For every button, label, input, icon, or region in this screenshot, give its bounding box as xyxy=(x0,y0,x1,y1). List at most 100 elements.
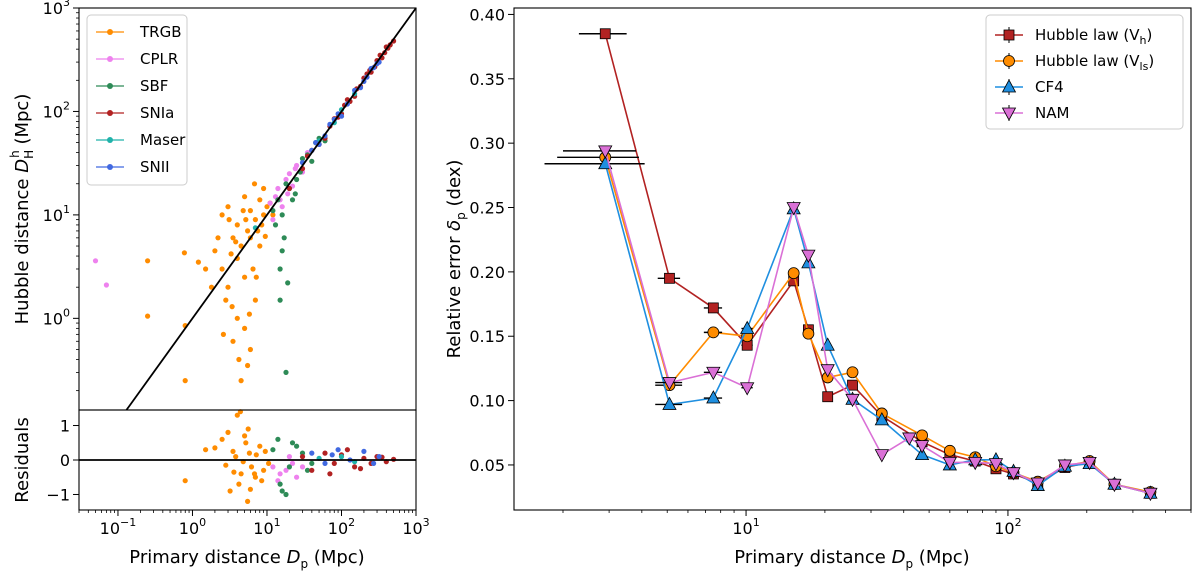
residual-snii xyxy=(329,452,335,458)
marker-nam xyxy=(598,145,613,159)
marker-hubble-law-vls xyxy=(916,429,928,442)
x-tick-label-exp: 1 xyxy=(274,516,281,529)
legend-label-sub: ls xyxy=(1140,60,1149,73)
point-trgb xyxy=(252,297,258,303)
point-sbf xyxy=(294,176,300,183)
point-sbf xyxy=(309,158,315,164)
point-trgb xyxy=(261,185,267,192)
point-cplr xyxy=(286,171,292,177)
point-trgb xyxy=(219,212,225,218)
error-y-tick-label: 0.25 xyxy=(469,199,505,218)
x-tick-label-exp: 2 xyxy=(348,516,355,529)
x-tick-label: 101 xyxy=(253,516,280,538)
residual-trgb xyxy=(246,450,252,456)
error-y-tick-label: 0.35 xyxy=(469,70,505,89)
residual-cplr xyxy=(277,471,283,477)
residuals-y-label: Residuals xyxy=(12,417,33,502)
point-trgb xyxy=(264,204,270,210)
legend-marker-snii xyxy=(107,164,113,170)
legend-label-name: CF4 xyxy=(1035,78,1064,96)
residual-snia xyxy=(299,454,306,460)
point-cplr xyxy=(279,204,285,210)
residual-cplr xyxy=(299,464,306,470)
marker-hubble-law-vls xyxy=(787,267,800,280)
residual-sbf xyxy=(277,481,283,487)
point-trgb xyxy=(182,378,188,384)
residual-trgb xyxy=(227,488,233,494)
marker-hubble-law-vls xyxy=(802,327,815,340)
point-trgb xyxy=(234,222,240,228)
point-cplr xyxy=(292,166,298,172)
legend-label-snia: SNIa xyxy=(140,104,174,122)
residual-snii xyxy=(376,454,382,460)
legend-label-name: NAM xyxy=(1035,104,1069,122)
point-cplr xyxy=(270,217,276,223)
error-y-tick-label: 0.15 xyxy=(469,327,505,346)
marker-nam xyxy=(1030,477,1045,491)
legend-label-trgb: TRGB xyxy=(139,23,182,41)
point-trgb xyxy=(252,217,258,223)
marker-nam xyxy=(740,382,755,396)
point-trgb xyxy=(245,362,251,369)
point-trgb xyxy=(250,266,256,272)
residual-sbf xyxy=(270,447,276,453)
point-trgb xyxy=(228,251,234,257)
point-cplr xyxy=(267,200,273,206)
point-trgb xyxy=(229,304,235,310)
residual-trgb xyxy=(236,481,242,487)
point-trgb xyxy=(226,217,232,223)
legend-marker-hubble-law-vh xyxy=(1003,29,1015,41)
point-snia xyxy=(286,185,292,192)
point-trgb xyxy=(181,250,187,256)
error-x-tick-label-base: 10 xyxy=(732,519,752,538)
marker-cf4 xyxy=(706,390,721,404)
point-trgb xyxy=(234,315,240,321)
point-trgb xyxy=(247,208,253,214)
point-trgb xyxy=(145,313,151,319)
y-tick-label: 100 xyxy=(43,306,70,328)
marker-cf4 xyxy=(740,320,755,334)
point-sbf xyxy=(289,197,296,203)
series-nam xyxy=(562,145,1158,502)
y-tick-label-base: 10 xyxy=(43,206,63,225)
residual-trgb xyxy=(248,464,255,470)
residual-y-tick-label: 1 xyxy=(60,417,70,436)
series-cf4 xyxy=(544,155,1158,499)
error-y-tick-label: 0.05 xyxy=(469,456,505,475)
residual-snia xyxy=(344,447,350,453)
legend-marker-snia xyxy=(107,110,113,116)
error-y-tick-label: 0.40 xyxy=(469,5,505,24)
y-tick-label-exp: 2 xyxy=(63,99,70,112)
point-trgb xyxy=(225,204,231,210)
left-x-label: Primary distance Dp (Mpc) xyxy=(129,547,364,571)
x-tick-label: 100 xyxy=(179,516,206,538)
legend-label-close: ) xyxy=(1148,52,1154,70)
residual-trgb xyxy=(247,486,253,492)
y-tick-label-exp: 3 xyxy=(63,0,70,9)
marker-nam xyxy=(820,364,835,378)
marker-cf4 xyxy=(914,446,930,461)
scatter-y-label: Hubble distance DHh (Mpc) xyxy=(8,94,36,325)
legend-label-snii: SNII xyxy=(140,158,170,176)
identity-line xyxy=(125,7,417,411)
marker-hubble-law-vls xyxy=(707,326,720,339)
x-tick-label-exp: −1 xyxy=(120,516,136,529)
y-tick-label: 102 xyxy=(43,99,70,121)
point-cplr xyxy=(275,185,281,192)
point-trgb xyxy=(219,266,225,272)
residual-sbf xyxy=(286,464,292,470)
residual-trgb xyxy=(182,478,188,484)
point-snii xyxy=(313,140,319,146)
point-sbf xyxy=(272,222,279,228)
residual-snii xyxy=(361,448,367,454)
residual-snia xyxy=(309,467,315,473)
point-trgb xyxy=(203,266,209,272)
error-frame xyxy=(513,7,1192,511)
marker-cf4 xyxy=(874,412,890,426)
legend-label-sbf: SBF xyxy=(140,77,168,95)
point-trgb xyxy=(245,228,251,234)
point-sbf xyxy=(281,235,287,241)
marker-nam xyxy=(1107,478,1122,493)
